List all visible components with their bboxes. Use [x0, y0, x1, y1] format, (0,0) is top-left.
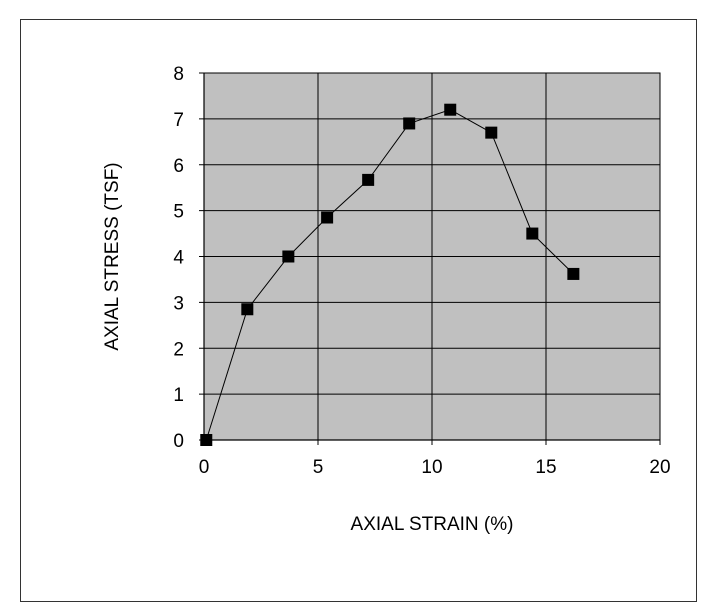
y-tick-label: 4: [173, 248, 184, 269]
y-tick-label: 1: [173, 385, 184, 406]
y-axis-label: AXIAL STRESS (TSF): [102, 162, 123, 350]
x-tick-label: 15: [535, 457, 556, 478]
x-axis-label: AXIAL STRAIN (%): [351, 514, 514, 535]
series-polyline: [205, 109, 574, 441]
data-point: [485, 126, 498, 139]
data-point: [567, 267, 580, 280]
data-point: [282, 250, 295, 263]
data-point: [362, 173, 375, 186]
data-point: [241, 303, 254, 316]
axes: [199, 72, 661, 445]
data-point: [526, 227, 539, 240]
x-tick-label: 0: [199, 457, 210, 478]
x-tick-label: 10: [421, 457, 442, 478]
series-line: [205, 109, 574, 441]
data-point: [403, 117, 416, 130]
y-tick-label: 7: [173, 110, 184, 131]
y-tick-label: 3: [173, 293, 184, 314]
data-point: [200, 434, 213, 446]
y-tick-label: 8: [173, 64, 184, 85]
data-point: [321, 211, 334, 224]
grid-lines: [204, 73, 660, 440]
x-tick-label: 5: [313, 457, 324, 478]
y-tick-label: 0: [173, 431, 184, 452]
data-point: [444, 103, 457, 116]
y-tick-label: 2: [173, 339, 184, 360]
y-tick-label: 6: [173, 156, 184, 177]
tick-labels: 0 1 2 3 4 5 6 7 8 0 5 10 15 20: [173, 64, 670, 478]
y-tick-label: 5: [173, 202, 184, 223]
x-tick-label: 20: [649, 457, 670, 478]
data-points: [200, 103, 580, 446]
